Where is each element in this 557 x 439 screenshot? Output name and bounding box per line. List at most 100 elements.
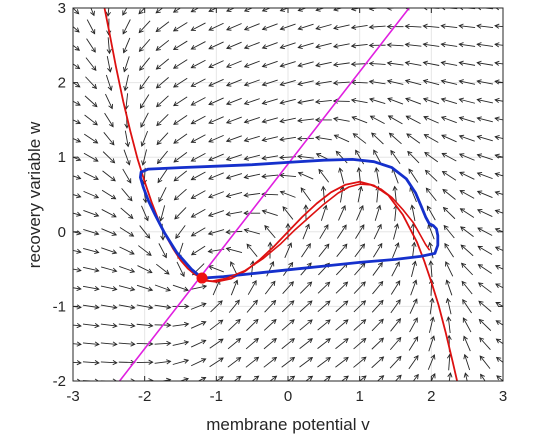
vector-arrow [159,377,172,381]
vector-arrow [317,319,331,331]
vector-arrow [390,149,401,165]
vector-arrow [427,354,436,370]
x-tick-label-4: 1 [355,388,363,405]
vector-arrow [225,97,242,106]
x-tick-label-2: -1 [210,388,223,405]
vector-arrow [209,338,224,349]
vector-arrow [391,261,400,277]
vector-arrow [299,338,313,350]
vector-arrow [100,341,118,347]
vector-arrow [494,190,503,196]
vector-arrow [494,227,503,233]
vector-arrow [442,188,456,200]
y-tick-label-0: -2 [53,373,66,390]
vector-arrow [227,338,242,350]
vector-arrow [317,356,331,368]
vector-arrow [138,245,152,256]
vector-arrow [208,22,224,31]
vector-arrow [353,319,367,331]
vector-arrow [172,340,190,346]
vector-arrow [84,114,98,126]
vector-arrow [157,168,168,184]
vector-arrow [190,284,208,290]
vector-arrow [190,302,207,310]
vector-arrow [207,210,225,217]
vector-arrow [323,375,332,381]
vector-arrow [136,359,154,365]
vector-arrow [458,153,475,161]
vector-arrow [319,224,329,239]
vector-arrow [476,79,494,85]
vector-arrow [73,26,80,33]
vector-arrow [404,23,422,29]
vector-arrow [261,117,278,124]
vector-arrow [279,136,296,142]
vector-arrow [120,207,134,219]
vector-arrow [428,260,434,278]
x-tick-label-0: -3 [66,388,79,405]
vector-arrow [422,97,440,105]
vector-arrow [246,318,259,331]
vector-arrow [373,223,382,240]
vector-arrow [315,135,332,141]
vector-arrow [100,323,118,329]
vector-arrow [101,209,117,218]
vector-arrow [172,303,190,309]
vector-arrow [422,60,440,66]
vector-arrow [460,262,474,276]
vector-arrow [246,243,258,257]
vector-arrow [118,285,136,292]
y-tick-label-2: 0 [58,224,66,241]
vector-arrow [476,190,493,198]
vector-arrow [317,338,331,349]
vector-arrow [336,224,347,239]
vector-arrow [155,95,169,108]
vector-arrow [299,356,314,368]
vector-arrow [428,335,436,352]
vector-arrow [208,172,224,180]
vector-arrow [73,8,80,15]
vector-arrow [173,152,188,163]
vector-arrow [172,40,188,51]
vector-arrow [405,97,422,105]
vector-arrow [353,337,367,350]
vector-arrow [494,79,503,85]
vector-arrow [73,304,82,310]
vector-arrow [494,172,503,178]
vector-arrow [154,359,172,365]
vector-arrow [105,8,111,17]
vector-arrow [228,299,240,313]
vector-arrow [228,318,241,331]
vector-arrow [73,341,82,347]
vector-arrow [245,337,259,350]
vector-arrow [105,93,113,110]
vector-arrow [495,320,503,326]
vector-arrow [427,241,434,259]
vector-arrow [476,97,493,104]
vector-arrow [281,338,295,350]
vector-arrow [281,319,295,331]
vector-arrow [300,187,311,202]
vector-arrow [190,115,206,125]
vector-arrow [422,42,440,48]
vector-arrow [73,137,82,143]
vector-arrow [299,319,313,331]
vector-arrow [355,224,365,239]
vector-arrow [225,154,242,162]
vector-arrow [388,132,402,145]
vector-arrow [243,210,261,216]
vector-arrow [261,79,278,87]
vector-arrow [408,355,419,370]
vector-arrow [139,94,150,109]
vector-arrow [122,168,132,184]
vector-arrow [404,79,422,86]
vector-arrow [389,336,402,351]
vector-arrow [73,119,81,125]
vector-arrow [445,297,452,315]
vector-arrow [458,79,476,85]
vector-arrow [261,155,279,161]
vector-arrow [425,187,437,202]
vector-arrow [368,79,386,85]
vector-arrow [479,355,491,369]
vector-arrow [440,79,458,85]
